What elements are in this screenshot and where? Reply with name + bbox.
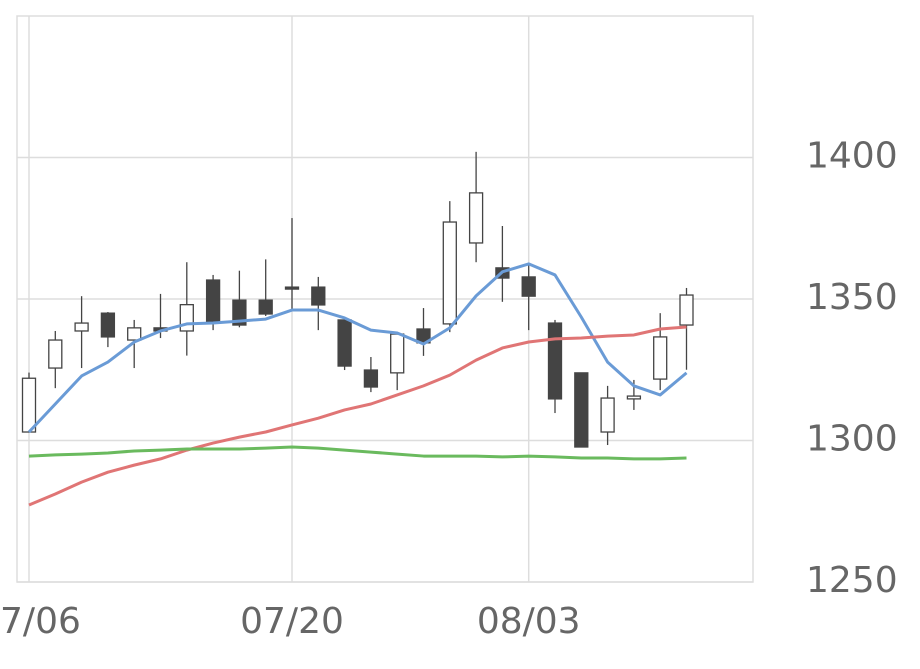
x-tick-label: 08/03: [477, 601, 581, 642]
candle-body: [547, 322, 563, 400]
candle-body: [258, 299, 273, 315]
moving-average-line: [28, 325, 687, 507]
candle-body: [600, 397, 615, 433]
x-tick-label: 07/20: [240, 601, 344, 642]
y-tick-label: 1350: [806, 277, 898, 318]
candle-body: [363, 369, 379, 388]
x-tick-label: 07/06: [0, 601, 81, 642]
y-tick-label: 1400: [806, 136, 898, 177]
candle-body: [179, 304, 194, 332]
layer: [17, 16, 753, 583]
layer: [21, 151, 694, 507]
moving-average-line: [27, 262, 688, 434]
candle-body: [442, 221, 457, 325]
candle-body: [521, 276, 536, 297]
candle-body: [100, 312, 116, 338]
candle-body: [468, 192, 484, 244]
candle-body: [48, 339, 63, 369]
candle-body: [74, 322, 89, 332]
candle-body: [653, 336, 668, 380]
candle-body: [205, 279, 221, 323]
candle-body: [679, 294, 694, 326]
candle-body: [574, 372, 589, 448]
candle-body: [311, 286, 326, 306]
candle-body: [626, 395, 642, 400]
candle-body: [390, 333, 405, 374]
moving-average-line: [28, 445, 687, 461]
y-tick-label: 1300: [806, 419, 898, 460]
candle-body: [127, 327, 142, 341]
y-tick-label: 1250: [806, 560, 898, 601]
candle-body: [21, 377, 37, 433]
candle-body: [337, 319, 352, 367]
candle-body: [232, 299, 247, 326]
candle-body: [284, 286, 300, 290]
